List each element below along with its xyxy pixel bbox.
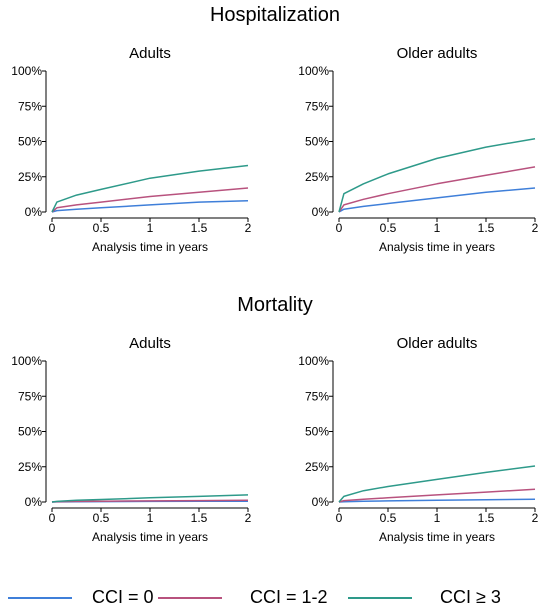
panel-4-y-tick-label: 100% [298,354,329,368]
legend-swatch-cci-0 [8,597,72,599]
panel-2-y-tick-label: 75% [305,99,329,113]
panel-4-y-tick-label: 75% [305,389,329,403]
panel-2-title: Older adults [397,45,478,62]
legend: CCI = 0 CCI = 1-2 CCI ≥ 3 [0,585,550,610]
panel-4-x-tick-label: 2 [532,511,539,525]
panel-2-y-tick-label: 25% [305,170,329,184]
panel-1-y-tick-label: 75% [18,99,42,113]
panel-3-x-tick-label: 0 [49,511,56,525]
panel-1-title: Adults [129,45,171,62]
panel-1-y-tick-label: 50% [18,135,42,149]
section-title-hospitalization: Hospitalization [209,4,341,26]
panel-2-x-tick-label: 1 [434,221,441,235]
legend-label-cci-0: CCI = 0 [92,587,154,607]
panel-3-y-tick-label: 25% [18,460,42,474]
panel-2-series-line-1 [338,187,536,213]
panel-1-x-tick-label: 2 [245,221,252,235]
panel-1-y-tick-label: 0% [25,205,43,219]
panel-1-x-tick-label: 0.5 [93,221,110,235]
panel-3-x-tick-label: 2 [245,511,252,525]
panel-2-x-tick-label: 1.5 [478,221,495,235]
legend-label-cci-3: CCI ≥ 3 [440,587,501,607]
panel-2-series-line-2 [338,166,536,213]
panel-3-title: Adults [129,335,171,352]
panel-4-x-tick-label: 0.5 [380,511,397,525]
panel-1-y-tick-label: 100% [11,64,42,78]
panel-2-x-label: Analysis time in years [379,240,495,254]
panel-3-x-label: Analysis time in years [92,530,208,544]
panel-1-series-line-1 [51,199,249,213]
panel-2-y-tick-label: 50% [305,135,329,149]
panel-2-series-line-3 [338,137,536,213]
panel-1-x-label: Analysis time in years [92,240,208,254]
panel-1-x-tick-label: 1 [147,221,154,235]
panel-4-series-line-1 [338,498,536,503]
panel-2-x-tick-label: 0 [336,221,343,235]
panel-4-y-tick-label: 25% [305,460,329,474]
legend-swatch-cci-1-2 [158,597,222,599]
panel-3-y-tick-label: 75% [18,389,42,403]
panel-3-x-tick-label: 1 [147,511,154,525]
panel-1-series-line-2 [51,187,249,213]
legend-swatch-cci-3 [348,597,412,599]
panel-2-x-tick-label: 0.5 [380,221,397,235]
panel-4-y-tick-label: 50% [305,425,329,439]
panel-4-x-label: Analysis time in years [379,530,495,544]
legend-label-cci-1-2: CCI = 1-2 [250,587,328,607]
panel-4-x-tick-label: 0 [336,511,343,525]
panel-4-y-tick-label: 0% [312,495,330,509]
panel-2-x-tick-label: 2 [532,221,539,235]
panel-2-y-tick-label: 0% [312,205,330,219]
panel-3-y-tick-label: 100% [11,354,42,368]
panel-1-x-tick-label: 1.5 [191,221,208,235]
panel-1-y-tick-label: 25% [18,170,42,184]
panel-4-title: Older adults [397,335,478,352]
panel-1-x-tick-label: 0 [49,221,56,235]
panel-4-x-tick-label: 1.5 [478,511,495,525]
panel-3-y-tick-label: 0% [25,495,43,509]
section-title-mortality: Mortality [237,294,313,316]
panel-4-series-line-2 [338,488,536,503]
panel-3-y-tick-label: 50% [18,425,42,439]
panel-1-series-line-3 [51,164,249,213]
panel-2-y-tick-label: 100% [298,64,329,78]
panel-4-series-line-3 [338,465,536,503]
panel-3-series-line-3 [51,494,249,503]
panel-3-x-tick-label: 0.5 [93,511,110,525]
panel-3-x-tick-label: 1.5 [191,511,208,525]
panel-4-x-tick-label: 1 [434,511,441,525]
